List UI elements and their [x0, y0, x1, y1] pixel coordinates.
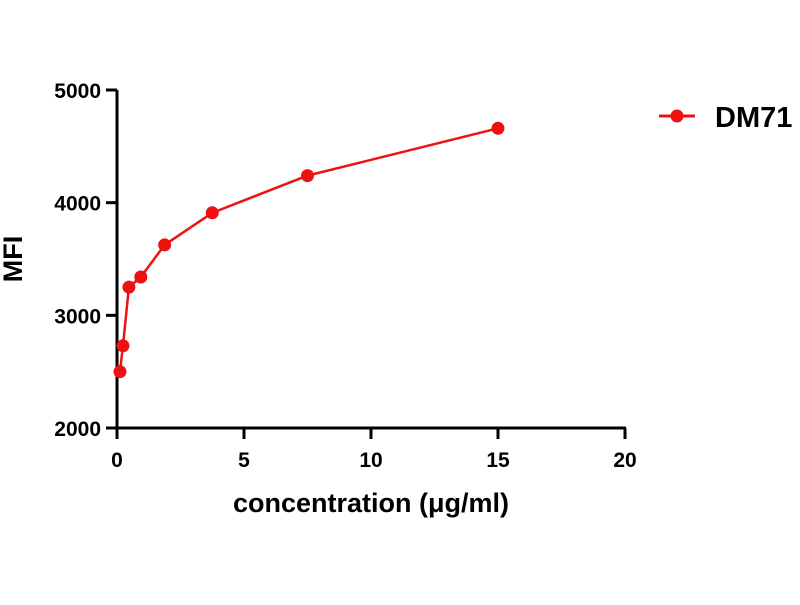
data-point	[134, 270, 148, 284]
data-point	[301, 169, 314, 183]
x-tick-label: 5	[238, 449, 250, 472]
legend: DM71	[659, 102, 792, 134]
x-axis-label: concentration (μg/ml)	[233, 488, 509, 518]
data-point	[491, 121, 505, 135]
x-tick-label: 20	[613, 449, 636, 472]
y-tick-label: 4000	[54, 193, 101, 216]
x-tick-label: 0	[111, 449, 123, 472]
legend-label: DM71	[715, 102, 792, 134]
legend-marker-icon	[670, 109, 684, 123]
y-tick-label: 3000	[54, 305, 101, 328]
y-tick-label: 5000	[54, 80, 101, 103]
y-tick-label: 2000	[54, 418, 101, 441]
axes	[106, 90, 626, 430]
y-axis-label: MFI	[0, 236, 28, 283]
x-tick-label: 10	[359, 449, 382, 472]
series-line	[118, 127, 499, 372]
data-point	[158, 238, 172, 252]
data-point	[122, 280, 136, 294]
data-point	[205, 206, 219, 220]
x-tick-label: 15	[486, 449, 510, 472]
data-point	[113, 365, 127, 379]
data-point	[116, 339, 130, 353]
